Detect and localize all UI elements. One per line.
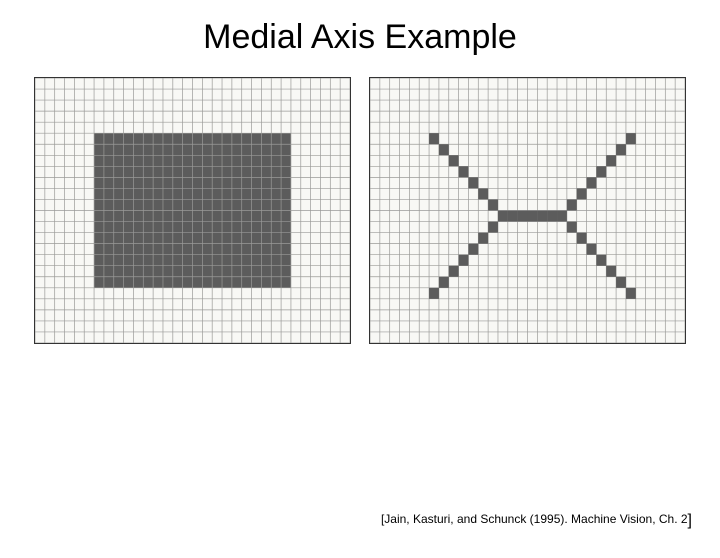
citation-close-bracket: ] [688,512,692,529]
left-panel-grid-rectangle [34,77,351,344]
figure-panels [0,77,720,344]
citation-text: [Jain, Kasturi, and Schunck (1995). Mach… [381,512,692,530]
citation-body: [Jain, Kasturi, and Schunck (1995). Mach… [381,512,688,526]
right-panel-medial-axis-skeleton [369,77,686,344]
page-title: Medial Axis Example [0,18,720,57]
